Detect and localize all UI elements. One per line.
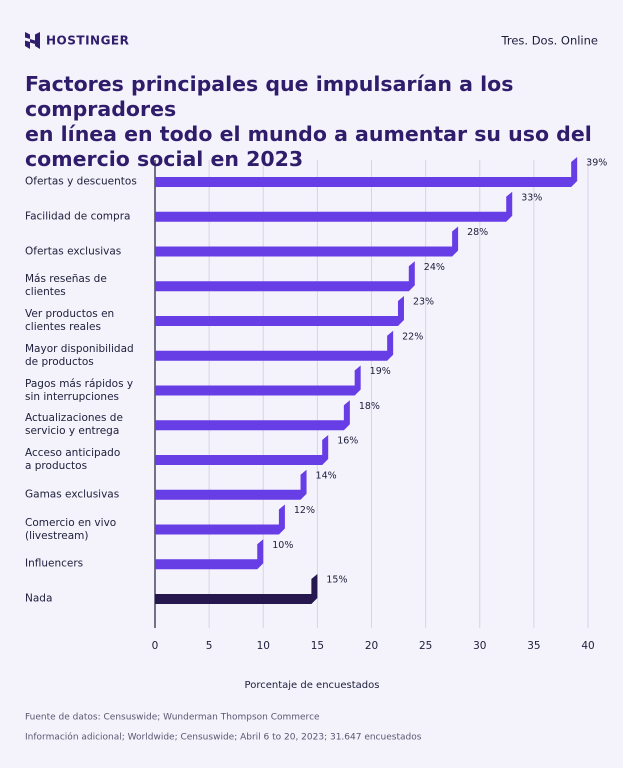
source: Fuente de datos: Censuswide; Wunderman T… — [25, 713, 320, 723]
y-tick-label: Mayor disponibilidad de productos — [25, 342, 134, 368]
logo-icon — [25, 32, 40, 49]
x-tick-label: 20 — [365, 640, 378, 652]
x-tick-label: 0 — [152, 640, 159, 652]
bar — [155, 191, 513, 222]
bar — [155, 400, 350, 431]
bar — [155, 226, 459, 257]
y-tick-label: Más reseñas de clientes — [25, 273, 107, 299]
bar — [155, 157, 578, 187]
value-label: 33% — [521, 192, 542, 203]
y-tick-label: Ofertas y descuentos — [25, 175, 137, 188]
value-label: 39% — [586, 158, 607, 169]
y-tick-label: Nada — [25, 592, 53, 605]
bar — [155, 330, 394, 361]
value-label: 15% — [326, 575, 347, 586]
value-label: 10% — [272, 540, 293, 551]
value-label: 28% — [467, 227, 488, 238]
value-label: 12% — [294, 505, 315, 516]
chart-title: Factores principales que impulsarían a l… — [25, 72, 592, 171]
site-name: Tres. Dos. Online — [501, 34, 598, 48]
value-label: 24% — [424, 262, 445, 273]
value-label: 16% — [337, 436, 358, 447]
value-label: 22% — [402, 331, 423, 342]
bar — [155, 261, 415, 292]
x-tick-label: 40 — [581, 640, 594, 652]
x-axis-label: Porcentaje de encuestados — [245, 680, 380, 691]
bar — [155, 574, 318, 604]
info: Información adicional; Worldwide; Census… — [25, 732, 422, 743]
y-tick-label: Gamas exclusivas — [25, 488, 120, 501]
x-tick-label: 25 — [419, 640, 432, 652]
y-tick-label: Pagos más rápidos y sin interrupciones — [25, 377, 134, 403]
value-label: 18% — [359, 401, 380, 412]
bar — [155, 435, 329, 465]
x-tick-label: 30 — [473, 640, 486, 652]
x-tick-label: 35 — [527, 640, 540, 652]
bar — [155, 296, 404, 326]
x-tick-label: 10 — [257, 640, 270, 652]
y-tick-label: Ver productos en clientes reales — [25, 308, 115, 333]
value-label: 23% — [413, 297, 434, 308]
bar — [155, 504, 285, 535]
brand: HOSTINGER — [46, 34, 129, 48]
value-label: 14% — [316, 470, 337, 481]
y-tick-label: Actualizaciones de servicio y entrega — [25, 412, 123, 438]
bar — [155, 365, 361, 396]
y-tick-label: Ofertas exclusivas — [25, 245, 122, 257]
x-tick-label: 5 — [206, 640, 213, 652]
y-tick-label: Acceso anticipado a productos — [25, 447, 121, 472]
y-tick-label: Facilidad de compra — [25, 210, 131, 223]
y-tick-label: Comercio en vivo (livestream) — [25, 516, 117, 542]
bar — [155, 469, 307, 500]
bar — [155, 539, 264, 570]
x-tick-label: 15 — [311, 640, 324, 652]
value-label: 19% — [370, 366, 391, 377]
y-tick-label: Influencers — [25, 557, 84, 570]
